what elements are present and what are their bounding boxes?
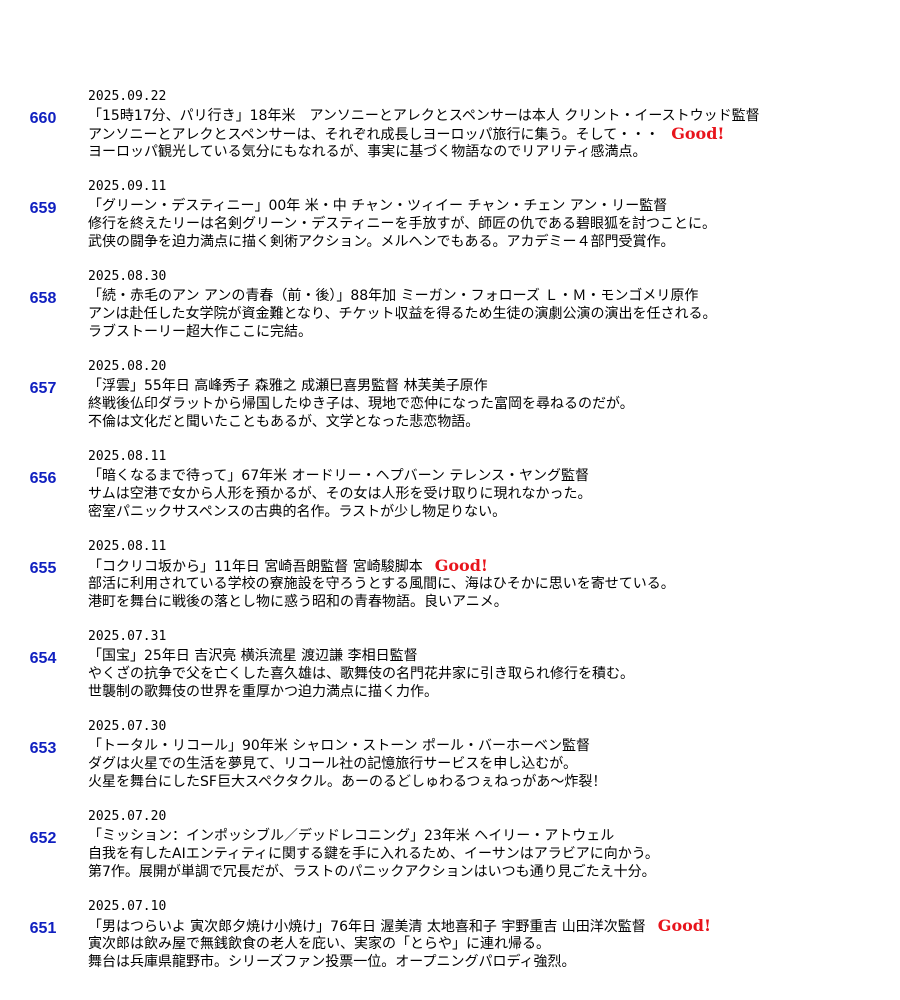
entry-line-text: ダグは火星での生活を夢見て、リコール社の記憶旅行サービスを申し込むが。 (88, 756, 578, 772)
entry-description-line: アンは赴任した女学院が資金難となり、チケット収益を得るため生徒の演劇公演の演出を… (88, 305, 716, 323)
entry-line-text: 「グリーン・デスティニー」00年 米・中 チャン・ツィイー チャン・チェン アン… (88, 198, 668, 214)
entry-line-text: アンソニーとアレクとスペンサーは、それぞれ成長しヨーロッパ旅行に集う。そして・・… (88, 127, 660, 143)
review-entry: 656 2025.08.11 「暗くなるまで待って」67年米 オードリー・ヘプバーン… (0, 448, 900, 538)
entry-number: 651 (29, 920, 57, 937)
good-badge: Good! (434, 556, 488, 575)
entry-line-text: 「15時17分、パリ行き」18年米 アンソニーとアレクとスペンサーは本人 クリン… (88, 108, 760, 124)
entry-line-text: 修行を終えたリーは名剣グリーン・デスティニーを手放すが、師匠の仇である碧眼狐を討… (88, 216, 717, 232)
entry-description-line: 寅次郎は飲み屋で無銭飲食の老人を庇い、実家の「とらや」に連れ帰る。 (88, 935, 550, 953)
entry-line-text: 港町を舞台に戦後の落とし物に惑う昭和の青春物語。良いアニメ。 (88, 594, 508, 610)
entry-title-line: 「15時17分、パリ行き」18年米 アンソニーとアレクとスペンサーは本人 クリン… (88, 107, 760, 125)
entry-description-line: 世襲制の歌舞伎の世界を重厚かつ迫力満点に描く力作。 (88, 683, 438, 701)
entry-description-line: 密室パニックサスペンスの古典的名作。ラストが少し物足りない。 (88, 503, 506, 521)
entry-description-line: アンソニーとアレクとスペンサーは、それぞれ成長しヨーロッパ旅行に集う。そして・・… (88, 125, 724, 144)
entry-number: 653 (29, 740, 57, 757)
entry-number: 655 (29, 560, 57, 577)
entry-title-line: 「コクリコ坂から」11年日 宮崎吾朗監督 宮崎駿脚本 Good! (88, 557, 488, 576)
entry-title-line: 「続・赤毛のアン アンの青春（前・後）」88年加 ミーガン・フォローズ Ｌ・Ｍ・… (88, 287, 698, 305)
review-entry: 657 2025.08.20 「浮雲」55年日 高峰秀子 森雅之 成瀬巳喜男監督 林… (0, 358, 900, 448)
entry-description-line: 火星を舞台にしたSF巨大スペクタクル。あーのるどしゅわるつぇねっがあ～炸裂！ (88, 773, 606, 791)
entry-date: 2025.08.20 (88, 359, 167, 374)
review-entry: 659 2025.09.11 「グリーン・デスティニー」00年 米・中 チャン・ツィ… (0, 178, 900, 268)
entry-line-text: やくざの抗争で父を亡くした喜久雄は、歌舞伎の名門花井家に引き取られ修行を積む。 (88, 666, 634, 682)
entry-date: 2025.08.30 (88, 269, 167, 284)
entry-description-line: 修行を終えたリーは名剣グリーン・デスティニーを手放すが、師匠の仇である碧眼狐を討… (88, 215, 716, 233)
entry-title-line: 「男はつらいよ 寅次郎夕焼け小焼け」76年日 渥美清 太地喜和子 宇野重吉 山田… (88, 917, 711, 936)
review-entry: 653 2025.07.30 「トータル・リコール」90年米 シャロン・ストーン ポ… (0, 718, 900, 808)
review-entry: 658 2025.08.30 「続・赤毛のアン アンの青春（前・後）」88年加 ミー… (0, 268, 900, 358)
entry-line-text: 「浮雲」55年日 高峰秀子 森雅之 成瀬巳喜男監督 林芙美子原作 (88, 378, 488, 394)
entry-line-text: 第7作。展開が単調で冗長だが、ラストのパニックアクションはいつも通り見ごたえ十分… (88, 864, 656, 880)
entry-title-line: 「トータル・リコール」90年米 シャロン・ストーン ポール・バーホーベン監督 (88, 737, 590, 755)
entry-description-line: 不倫は文化だと聞いたこともあるが、文学となった悲恋物語。 (88, 413, 479, 431)
entry-description-line: ラブストーリー超大作ここに完結。 (88, 323, 312, 341)
entry-date: 2025.07.30 (88, 719, 167, 734)
entry-title-line: 「ミッション：インポッシブル／デッドレコニング」23年米 ヘイリー・アトウェル (88, 827, 614, 845)
entry-line-text: 寅次郎は飲み屋で無銭飲食の老人を庇い、実家の「とらや」に連れ帰る。 (88, 936, 550, 952)
entry-line-text: 武侠の闘争を迫力満点に描く剣術アクション。メルヘンでもある。アカデミー４部門受賞… (88, 234, 675, 250)
entry-date: 2025.08.11 (88, 449, 167, 464)
entry-description-line: ダグは火星での生活を夢見て、リコール社の記憶旅行サービスを申し込むが。 (88, 755, 577, 773)
review-entry: 654 2025.07.31 「国宝」25年日 吉沢亮 横浜流星 渡辺謙 李相日監督… (0, 628, 900, 718)
entry-number: 654 (29, 650, 57, 667)
entry-line-text: 「男はつらいよ 寅次郎夕焼け小焼け」76年日 渥美清 太地喜和子 宇野重吉 山田… (88, 919, 646, 935)
entry-description-line: 終戦後仏印ダラットから帰国したゆき子は、現地で恋仲になった富岡を尋ねるのだが。 (88, 395, 634, 413)
entry-line-text: 「続・赤毛のアン アンの青春（前・後）」88年加 ミーガン・フォローズ Ｌ・Ｍ・… (88, 288, 699, 304)
entry-line-text: 自我を有したAIエンティティに関する鍵を手に入れるため、イーサンはアラビアに向か… (88, 846, 659, 862)
entry-line-text: 「国宝」25年日 吉沢亮 横浜流星 渡辺謙 李相日監督 (88, 648, 418, 664)
entry-line-text: 密室パニックサスペンスの古典的名作。ラストが少し物足りない。 (88, 504, 507, 520)
entry-title-line: 「浮雲」55年日 高峰秀子 森雅之 成瀬巳喜男監督 林芙美子原作 (88, 377, 488, 395)
review-list: 660 2025.09.22 「15時17分、パリ行き」18年米 アンソニーとアレク… (0, 88, 900, 988)
entry-title-line: 「国宝」25年日 吉沢亮 横浜流星 渡辺謙 李相日監督 (88, 647, 418, 665)
entry-line-text: 部活に利用されている学校の寮施設を守ろうとする風間に、海はひそかに思いを寄せてい… (88, 576, 675, 592)
good-badge: Good! (671, 124, 725, 143)
review-entry: 660 2025.09.22 「15時17分、パリ行き」18年米 アンソニーとアレク… (0, 88, 900, 178)
entry-line-text: ラブストーリー超大作ここに完結。 (88, 324, 312, 340)
entry-description-line: サムは空港で女から人形を預かるが、その女は人形を受け取りに現れなかった。 (88, 485, 591, 503)
entry-line-text: サムは空港で女から人形を預かるが、その女は人形を受け取りに現れなかった。 (88, 486, 592, 502)
entry-number: 657 (29, 380, 57, 397)
entry-number: 658 (29, 290, 57, 307)
entry-line-text: 「ミッション：インポッシブル／デッドレコニング」23年米 ヘイリー・アトウェル (88, 828, 615, 844)
entry-line-text: 火星を舞台にしたSF巨大スペクタクル。あーのるどしゅわるつぇねっがあ～炸裂！ (88, 774, 607, 790)
entry-description-line: 舞台は兵庫県龍野市。シリーズファン投票一位。オープニングパロディ強烈。 (88, 953, 575, 971)
entry-description-line: ヨーロッパ観光している気分にもなれるが、事実に基づく物語なのでリアリティ感満点。 (88, 143, 646, 161)
entry-line-text: 終戦後仏印ダラットから帰国したゆき子は、現地で恋仲になった富岡を尋ねるのだが。 (88, 396, 634, 412)
entry-date: 2025.07.20 (88, 809, 167, 824)
entry-date: 2025.08.11 (88, 539, 167, 554)
entry-date: 2025.09.22 (88, 89, 167, 104)
entry-date: 2025.09.11 (88, 179, 167, 194)
entry-line-text: 「トータル・リコール」90年米 シャロン・ストーン ポール・バーホーベン監督 (88, 738, 591, 754)
entry-line-text: 「コクリコ坂から」11年日 宮崎吾朗監督 宮崎駿脚本 (88, 559, 423, 575)
entry-number: 652 (29, 830, 57, 847)
entry-line-text: ヨーロッパ観光している気分にもなれるが、事実に基づく物語なのでリアリティ感満点。 (88, 144, 647, 160)
entry-title-line: 「グリーン・デスティニー」00年 米・中 チャン・ツィイー チャン・チェン アン… (88, 197, 667, 215)
entry-description-line: 港町を舞台に戦後の落とし物に惑う昭和の青春物語。良いアニメ。 (88, 593, 508, 611)
review-entry: 652 2025.07.20 「ミッション：インポッシブル／デッドレコニング」23年… (0, 808, 900, 898)
entry-description-line: 部活に利用されている学校の寮施設を守ろうとする風間に、海はひそかに思いを寄せてい… (88, 575, 675, 593)
entry-line-text: アンは赴任した女学院が資金難となり、チケット収益を得るため生徒の演劇公演の演出を… (88, 306, 717, 322)
entry-line-text: 舞台は兵庫県龍野市。シリーズファン投票一位。オープニングパロディ強烈。 (88, 954, 576, 970)
entry-description-line: 自我を有したAIエンティティに関する鍵を手に入れるため、イーサンはアラビアに向か… (88, 845, 659, 863)
entry-line-text: 世襲制の歌舞伎の世界を重厚かつ迫力満点に描く力作。 (88, 684, 438, 700)
entry-description-line: 第7作。展開が単調で冗長だが、ラストのパニックアクションはいつも通り見ごたえ十分… (88, 863, 656, 881)
entry-line-text: 「暗くなるまで待って」67年米 オードリー・ヘプバーン テレンス・ヤング監督 (88, 468, 590, 484)
entry-number: 660 (29, 110, 57, 127)
entry-description-line: やくざの抗争で父を亡くした喜久雄は、歌舞伎の名門花井家に引き取られ修行を積む。 (88, 665, 634, 683)
entry-title-line: 「暗くなるまで待って」67年米 オードリー・ヘプバーン テレンス・ヤング監督 (88, 467, 589, 485)
review-entry: 651 2025.07.10 「男はつらいよ 寅次郎夕焼け小焼け」76年日 渥美清 … (0, 898, 900, 988)
entry-line-text: 不倫は文化だと聞いたこともあるが、文学となった悲恋物語。 (88, 414, 480, 430)
review-entry: 655 2025.08.11 「コクリコ坂から」11年日 宮崎吾朗監督 宮崎駿脚本 G… (0, 538, 900, 628)
entry-date: 2025.07.31 (88, 629, 167, 644)
entry-description-line: 武侠の闘争を迫力満点に描く剣術アクション。メルヘンでもある。アカデミー４部門受賞… (88, 233, 674, 251)
entry-number: 659 (29, 200, 57, 217)
entry-number: 656 (29, 470, 57, 487)
good-badge: Good! (657, 916, 712, 935)
entry-date: 2025.07.10 (88, 899, 167, 914)
